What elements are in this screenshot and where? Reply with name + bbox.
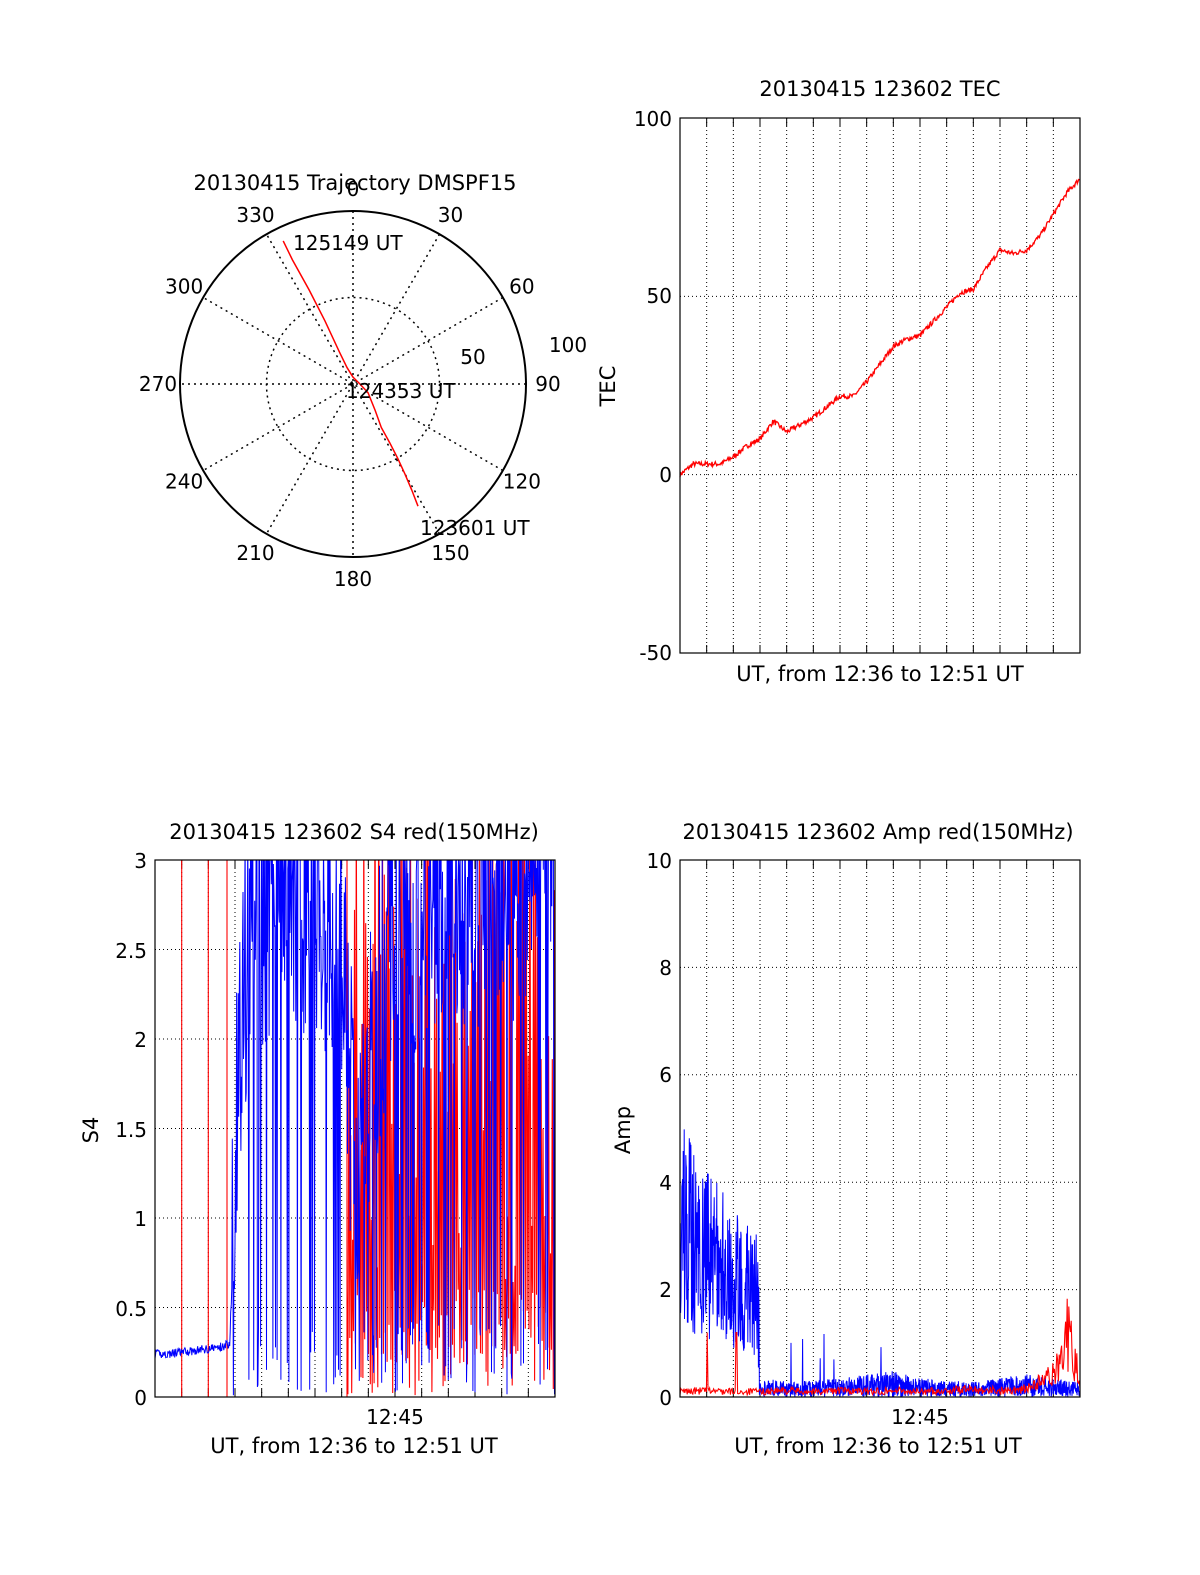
s4-ytick: 2 xyxy=(134,1028,147,1052)
tec-plot-frame xyxy=(679,117,1081,654)
polar-spoke xyxy=(202,296,504,472)
tec-ylabel: TEC xyxy=(596,366,620,408)
polar-azimuth-label: 120 xyxy=(503,470,541,494)
polar-radial-label-50: 50 xyxy=(460,345,485,369)
amp-grid xyxy=(680,860,1080,1397)
polar-azimuth-label: 300 xyxy=(165,275,203,299)
amp-series xyxy=(680,1129,1080,1397)
polar-annotation-end: 123601 UT xyxy=(420,516,530,540)
polar-azimuth-label: 240 xyxy=(165,470,203,494)
amp-xtick: 12:45 xyxy=(891,1405,949,1429)
polar-azimuth-label: 330 xyxy=(236,203,274,227)
amp-blue-line xyxy=(680,1129,1080,1397)
amp-ytick: 10 xyxy=(647,849,672,873)
s4-xtick: 12:45 xyxy=(366,1405,424,1429)
polar-spoke xyxy=(202,296,504,472)
amp-xlabel: UT, from 12:36 to 12:51 UT xyxy=(734,1434,1022,1458)
tec-title: 20130415 123602 TEC xyxy=(759,77,1000,101)
amp-ytick: 4 xyxy=(659,1171,672,1195)
polar-grid xyxy=(179,210,527,558)
amp-red-line xyxy=(680,1298,1080,1397)
tec-ytick: 50 xyxy=(647,284,672,308)
tec-ytick: 0 xyxy=(659,463,672,487)
tec-xlabel: UT, from 12:36 to 12:51 UT xyxy=(736,662,1024,686)
polar-azimuth-label: 180 xyxy=(334,567,372,591)
polar-trajectory-line xyxy=(282,240,419,507)
polar-radial-label-100: 100 xyxy=(549,333,587,357)
polar-trajectory-panel: 20130415 Trajectory DMSPF15 0 30 60 90 120 15… xyxy=(139,171,587,591)
tec-ytick: -50 xyxy=(639,641,672,665)
polar-annotation-middle: 124353 UT xyxy=(346,379,456,403)
s4-plot-frame xyxy=(154,859,556,1398)
amp-ytick: 2 xyxy=(659,1278,672,1302)
polar-spoke xyxy=(265,233,441,535)
s4-ylabel: S4 xyxy=(79,1117,103,1144)
tec-ytick: 100 xyxy=(634,107,672,131)
polar-trajectory-series xyxy=(282,240,419,507)
amp-plot-frame xyxy=(679,859,1081,1398)
polar-azimuth-label: 210 xyxy=(236,541,274,565)
polar-azimuth-label: 0 xyxy=(347,177,360,201)
polar-azimuth-label: 150 xyxy=(431,541,469,565)
s4-ytick: 0 xyxy=(134,1386,147,1410)
s4-ytick: 1.5 xyxy=(115,1118,147,1142)
s4-panel: 20130415 123602 S4 red(150MHz) 3 2.5 2 1… xyxy=(79,820,556,1458)
amp-panel: 20130415 123602 Amp red(150MHz) 10 8 6 4… xyxy=(611,820,1081,1458)
polar-azimuth-label: 270 xyxy=(139,372,177,396)
polar-azimuth-label: 90 xyxy=(535,372,560,396)
s4-ytick: 3 xyxy=(134,849,147,873)
polar-annotation-start: 125149 UT xyxy=(293,231,403,255)
polar-azimuth-label: 60 xyxy=(509,275,534,299)
s4-ytick: 0.5 xyxy=(115,1297,147,1321)
tec-series xyxy=(679,178,1081,478)
s4-series xyxy=(155,860,555,1397)
amp-ytick: 8 xyxy=(659,956,672,980)
tec-grid xyxy=(680,118,1080,653)
amp-ytick: 6 xyxy=(659,1063,672,1087)
amp-ylabel: Amp xyxy=(611,1106,635,1154)
tec-line xyxy=(679,178,1081,478)
polar-spoke xyxy=(265,233,441,535)
tec-panel: 20130415 123602 TEC 100 50 0 -50 TEC UT,… xyxy=(596,77,1081,686)
s4-blue-line xyxy=(155,860,555,1396)
s4-xlabel: UT, from 12:36 to 12:51 UT xyxy=(210,1434,498,1458)
amp-ytick: 0 xyxy=(659,1386,672,1410)
polar-title: 20130415 Trajectory DMSPF15 xyxy=(193,171,516,195)
amp-title: 20130415 123602 Amp red(150MHz) xyxy=(682,820,1073,844)
polar-azimuth-labels: 0 30 60 90 120 150 180 210 240 270 300 330 xyxy=(139,177,561,591)
s4-title: 20130415 123602 S4 red(150MHz) xyxy=(169,820,539,844)
s4-ytick: 1 xyxy=(134,1207,147,1231)
polar-azimuth-label: 30 xyxy=(438,203,463,227)
s4-ytick: 2.5 xyxy=(115,939,147,963)
